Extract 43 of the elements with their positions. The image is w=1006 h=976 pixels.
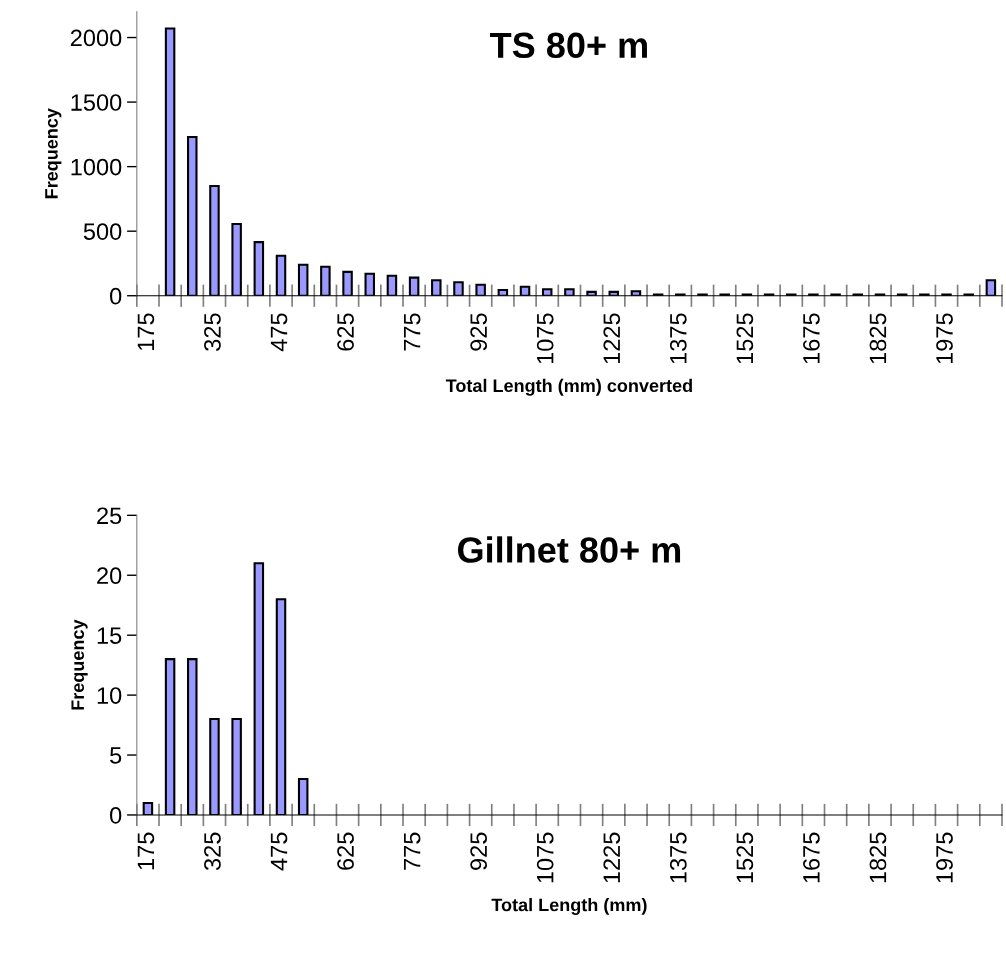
- y-tick-label: 500: [83, 223, 122, 240]
- y-tick-label: 0: [110, 287, 122, 305]
- y-tick-label: 2000: [70, 29, 122, 47]
- x-tick-label: 1375: [669, 313, 687, 364]
- y-tick-label: 20: [97, 567, 122, 585]
- x-tick-label: 1675: [803, 832, 820, 883]
- x-tick-label: 1975: [936, 832, 953, 883]
- chart-title: Gillnet 80+ m: [457, 536, 681, 563]
- x-tick-label: 925: [470, 832, 487, 870]
- x-tick-label: 1375: [669, 832, 687, 883]
- x-tick-label: 1975: [936, 313, 953, 364]
- chart-title: TS 80+ m: [490, 32, 647, 59]
- y-tick-label: 15: [97, 627, 122, 644]
- x-tick-label: 625: [337, 832, 354, 870]
- x-tick-label: 1525: [736, 313, 754, 364]
- x-tick-label: 925: [470, 313, 487, 351]
- y-tick-label: 5: [110, 747, 122, 764]
- x-tick-label: 1525: [736, 832, 754, 883]
- y-tick-label: 1000: [71, 158, 122, 176]
- x-tick-label: 775: [403, 832, 421, 870]
- x-tick-label: 1075: [536, 313, 554, 364]
- y-tick-label: 0: [110, 807, 122, 824]
- x-axis-title: Total Length (mm): [491, 898, 647, 915]
- x-tick-label: 475: [270, 832, 288, 871]
- y-tick-label: 1500: [71, 94, 122, 111]
- y-axis-title: Frequency: [71, 619, 88, 710]
- x-axis-title: Total Length (mm) converted: [445, 378, 692, 396]
- x-tick-label: 1075: [536, 832, 554, 883]
- x-tick-label: 325: [204, 313, 221, 351]
- x-tick-label: 1825: [869, 313, 887, 364]
- y-tick-label: 10: [97, 687, 122, 704]
- x-tick-label: 1225: [603, 313, 621, 364]
- y-tick-label: 25: [97, 507, 122, 525]
- x-tick-label: 625: [337, 313, 354, 351]
- x-tick-label: 325: [204, 832, 221, 871]
- x-tick-label: 475: [270, 313, 288, 352]
- x-tick-label: 175: [137, 313, 155, 350]
- x-tick-label: 175: [137, 832, 155, 870]
- x-tick-label: 1825: [869, 832, 887, 883]
- x-tick-label: 1675: [803, 313, 820, 364]
- y-axis-title: Frequency: [45, 108, 62, 199]
- x-tick-label: 775: [403, 313, 421, 351]
- x-tick-label: 1225: [603, 832, 621, 883]
